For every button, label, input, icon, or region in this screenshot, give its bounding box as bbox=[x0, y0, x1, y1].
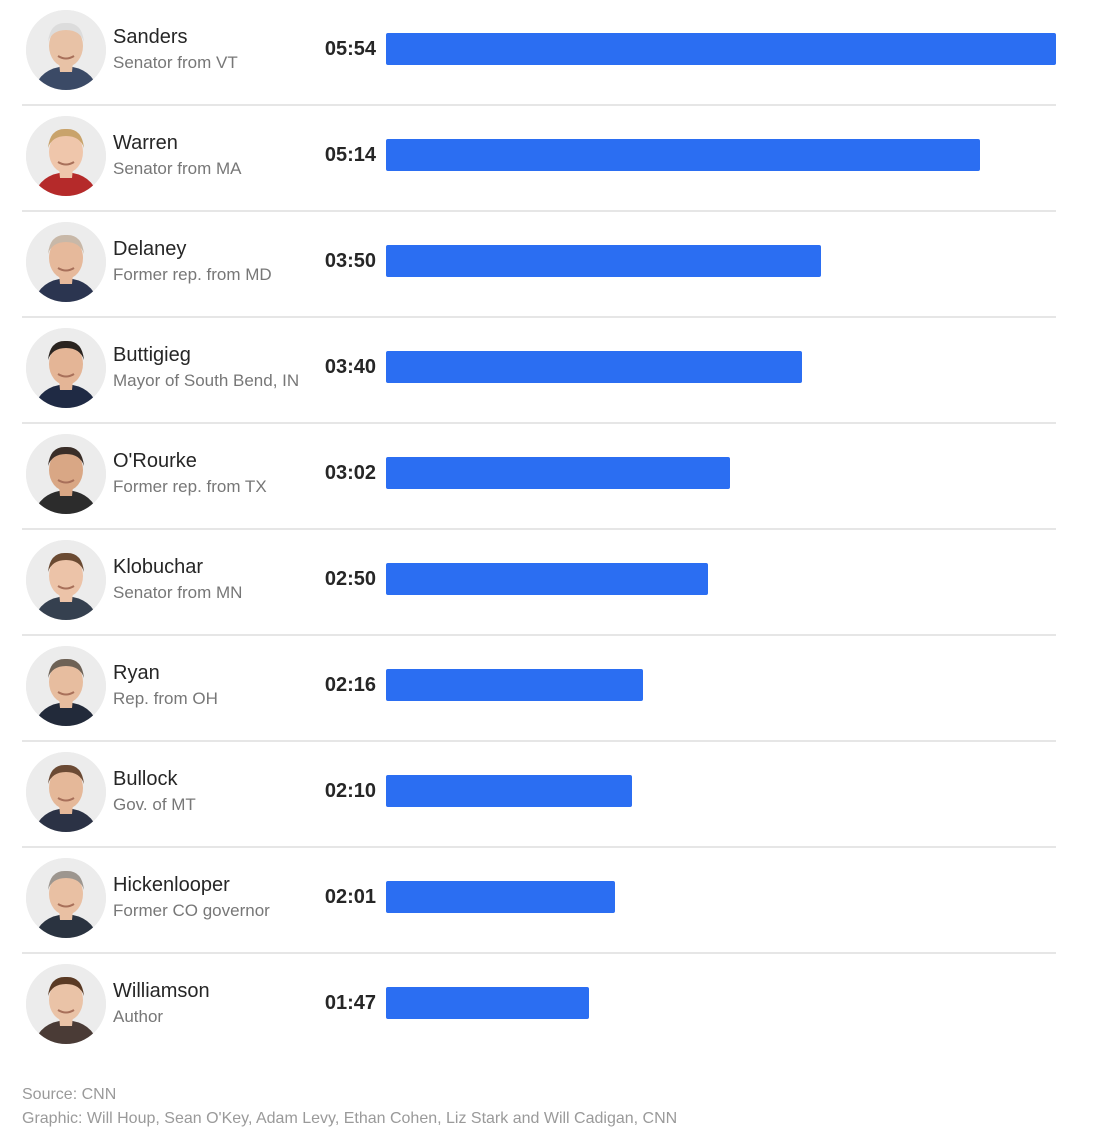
candidate-description: Mayor of South Bend, IN bbox=[113, 371, 300, 390]
chart-row: Delaney Former rep. from MD 03:50 bbox=[22, 212, 1056, 318]
person-photo-icon bbox=[26, 646, 106, 726]
candidate-name: Bullock bbox=[113, 768, 178, 790]
speaking-time-bar bbox=[386, 351, 802, 383]
speaking-time-label: 05:14 bbox=[324, 144, 376, 166]
candidate-name: Warren bbox=[113, 132, 178, 154]
candidate-description: Senator from MN bbox=[113, 583, 243, 602]
candidate-description: Author bbox=[113, 1007, 164, 1026]
footer: Source: CNN Graphic: Will Houp, Sean O'K… bbox=[22, 1083, 677, 1131]
person-photo-icon bbox=[26, 10, 106, 90]
candidate-name: Hickenlooper bbox=[113, 874, 230, 896]
chart-row: Ryan Rep. from OH 02:16 bbox=[22, 636, 1056, 742]
candidate-description: Senator from MA bbox=[113, 159, 242, 178]
speaking-time-bar bbox=[386, 881, 615, 913]
speaking-time-chart: Sanders Senator from VT 05:54 Warren Senator… bbox=[22, 0, 1056, 1058]
chart-row: O'Rourke Former rep. from TX 03:02 bbox=[22, 424, 1056, 530]
candidate-name: Sanders bbox=[113, 26, 188, 48]
speaking-time-label: 01:47 bbox=[324, 992, 376, 1014]
speaking-time-bar bbox=[386, 987, 589, 1019]
speaking-time-bar bbox=[386, 563, 708, 595]
speaking-time-label: 03:40 bbox=[324, 356, 376, 378]
candidate-name: Ryan bbox=[113, 662, 160, 684]
candidate-name: Williamson bbox=[113, 980, 210, 1002]
chart-row: Hickenlooper Former CO governor 02:01 bbox=[22, 848, 1056, 954]
chart-row: Bullock Gov. of MT 02:10 bbox=[22, 742, 1056, 848]
candidate-description: Former rep. from TX bbox=[113, 477, 267, 496]
person-photo-icon bbox=[26, 434, 106, 514]
person-photo-icon bbox=[26, 858, 106, 938]
speaking-time-bar bbox=[386, 139, 980, 171]
speaking-time-bar bbox=[386, 669, 643, 701]
candidate-description: Gov. of MT bbox=[113, 795, 196, 814]
candidate-name: O'Rourke bbox=[113, 450, 197, 472]
speaking-time-bar bbox=[386, 775, 632, 807]
candidate-name: Klobuchar bbox=[113, 556, 204, 578]
candidate-name: Delaney bbox=[113, 238, 187, 260]
person-photo-icon bbox=[26, 222, 106, 302]
person-photo-icon bbox=[26, 964, 106, 1044]
chart-row: Klobuchar Senator from MN 02:50 bbox=[22, 530, 1056, 636]
speaking-time-label: 05:54 bbox=[324, 38, 376, 60]
chart-row: Warren Senator from MA 05:14 bbox=[22, 106, 1056, 212]
speaking-time-bar bbox=[386, 33, 1056, 65]
speaking-time-label: 02:10 bbox=[324, 780, 376, 802]
candidate-description: Former rep. from MD bbox=[113, 265, 272, 284]
person-photo-icon bbox=[26, 116, 106, 196]
speaking-time-label: 03:02 bbox=[324, 462, 376, 484]
candidate-description: Former CO governor bbox=[113, 901, 270, 920]
source-note: Source: CNN bbox=[22, 1086, 117, 1103]
speaking-time-label: 03:50 bbox=[324, 250, 376, 272]
chart-row: Sanders Senator from VT 05:54 bbox=[22, 0, 1056, 106]
speaking-time-bar bbox=[386, 457, 730, 489]
chart-row: Buttigieg Mayor of South Bend, IN 03:40 bbox=[22, 318, 1056, 424]
candidate-description: Senator from VT bbox=[113, 53, 238, 72]
person-photo-icon bbox=[26, 752, 106, 832]
speaking-time-label: 02:01 bbox=[324, 886, 376, 908]
speaking-time-label: 02:50 bbox=[324, 568, 376, 590]
chart-row: Williamson Author 01:47 bbox=[22, 954, 1056, 1058]
speaking-time-bar bbox=[386, 245, 821, 277]
candidate-description: Rep. from OH bbox=[113, 689, 218, 708]
speaking-time-label: 02:16 bbox=[324, 674, 376, 696]
person-photo-icon bbox=[26, 328, 106, 408]
candidate-name: Buttigieg bbox=[113, 344, 191, 366]
person-photo-icon bbox=[26, 540, 106, 620]
graphic-credit: Graphic: Will Houp, Sean O'Key, Adam Lev… bbox=[22, 1110, 678, 1127]
